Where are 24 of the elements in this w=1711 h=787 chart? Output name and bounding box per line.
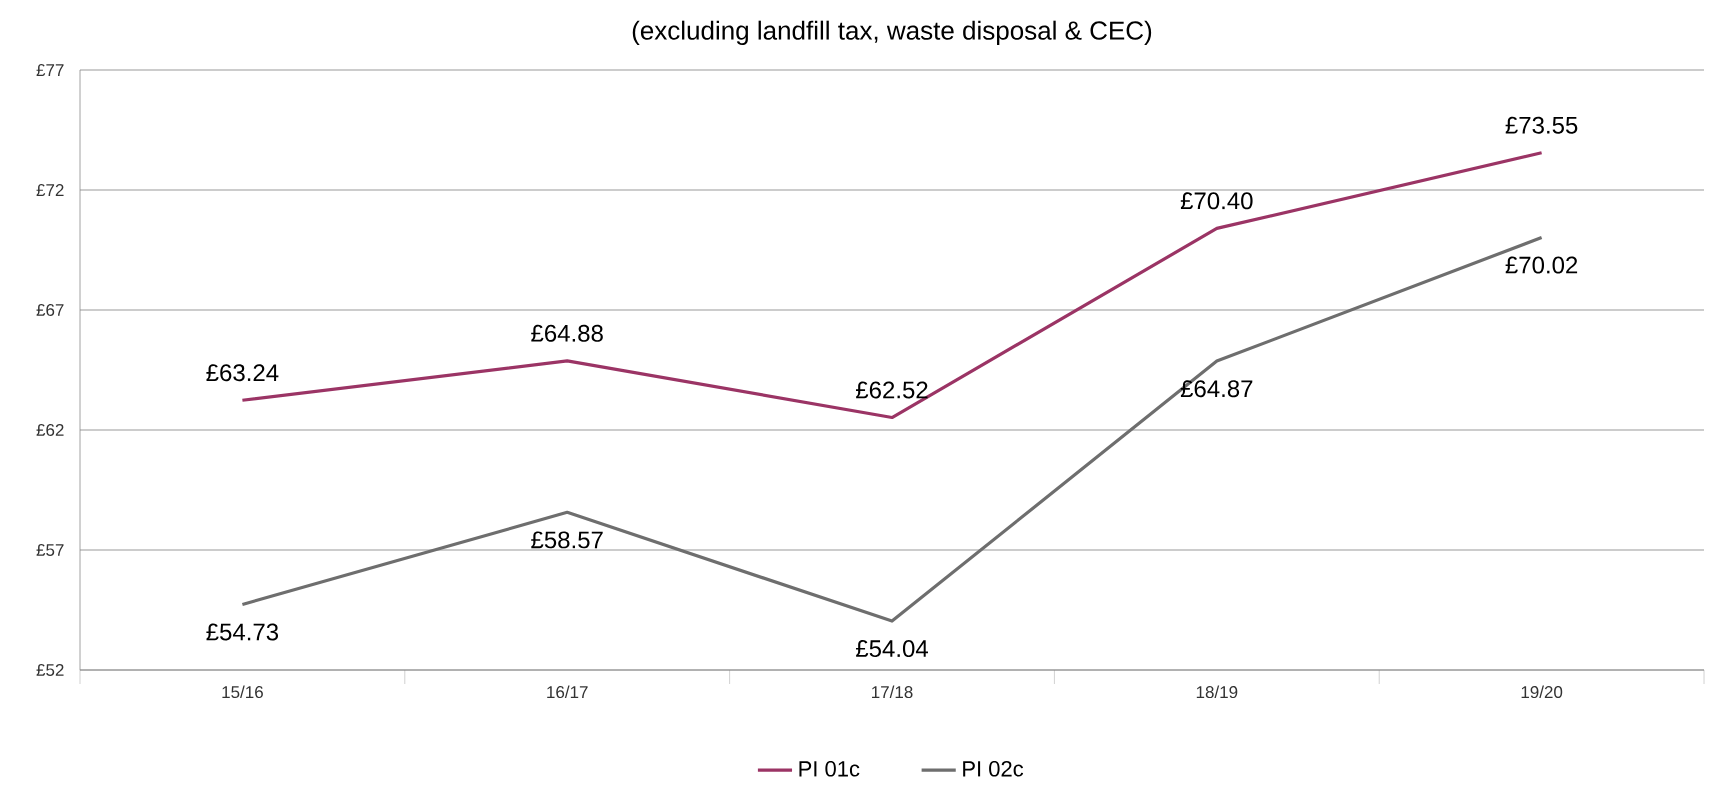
data-label: £70.02 (1505, 256, 1578, 274)
data-label: £64.88 (531, 324, 603, 342)
chart-subtitle: (excluding landfill tax, waste disposal & CEC) (632, 20, 1152, 45)
y-tick-label: £52 (36, 664, 64, 677)
data-label: £64.87 (1180, 380, 1253, 398)
data-label: £58.57 (531, 531, 603, 549)
legend-label: PI 02c (963, 761, 1024, 777)
x-tick-label: 17/18 (872, 685, 913, 699)
data-label: £70.40 (1180, 192, 1253, 210)
y-tick-label: £67 (36, 303, 64, 317)
data-label: £62.52 (856, 381, 928, 399)
y-tick-label: £57 (36, 544, 64, 557)
legend-label: PI 01c (799, 761, 860, 777)
data-label: £73.55 (1505, 116, 1578, 134)
data-label: £63.24 (206, 364, 279, 382)
x-tick-label: 15/16 (222, 685, 263, 699)
data-label: £54.73 (206, 623, 279, 641)
y-tick-label: £77 (36, 64, 64, 76)
x-tick-label: 19/20 (1521, 685, 1563, 699)
y-tick-label: £62 (36, 423, 64, 437)
x-tick-label: 16/17 (547, 685, 588, 699)
x-tick-label: 18/19 (1196, 685, 1238, 699)
data-label: £54.04 (856, 640, 928, 658)
y-tick-label: £72 (36, 184, 64, 196)
